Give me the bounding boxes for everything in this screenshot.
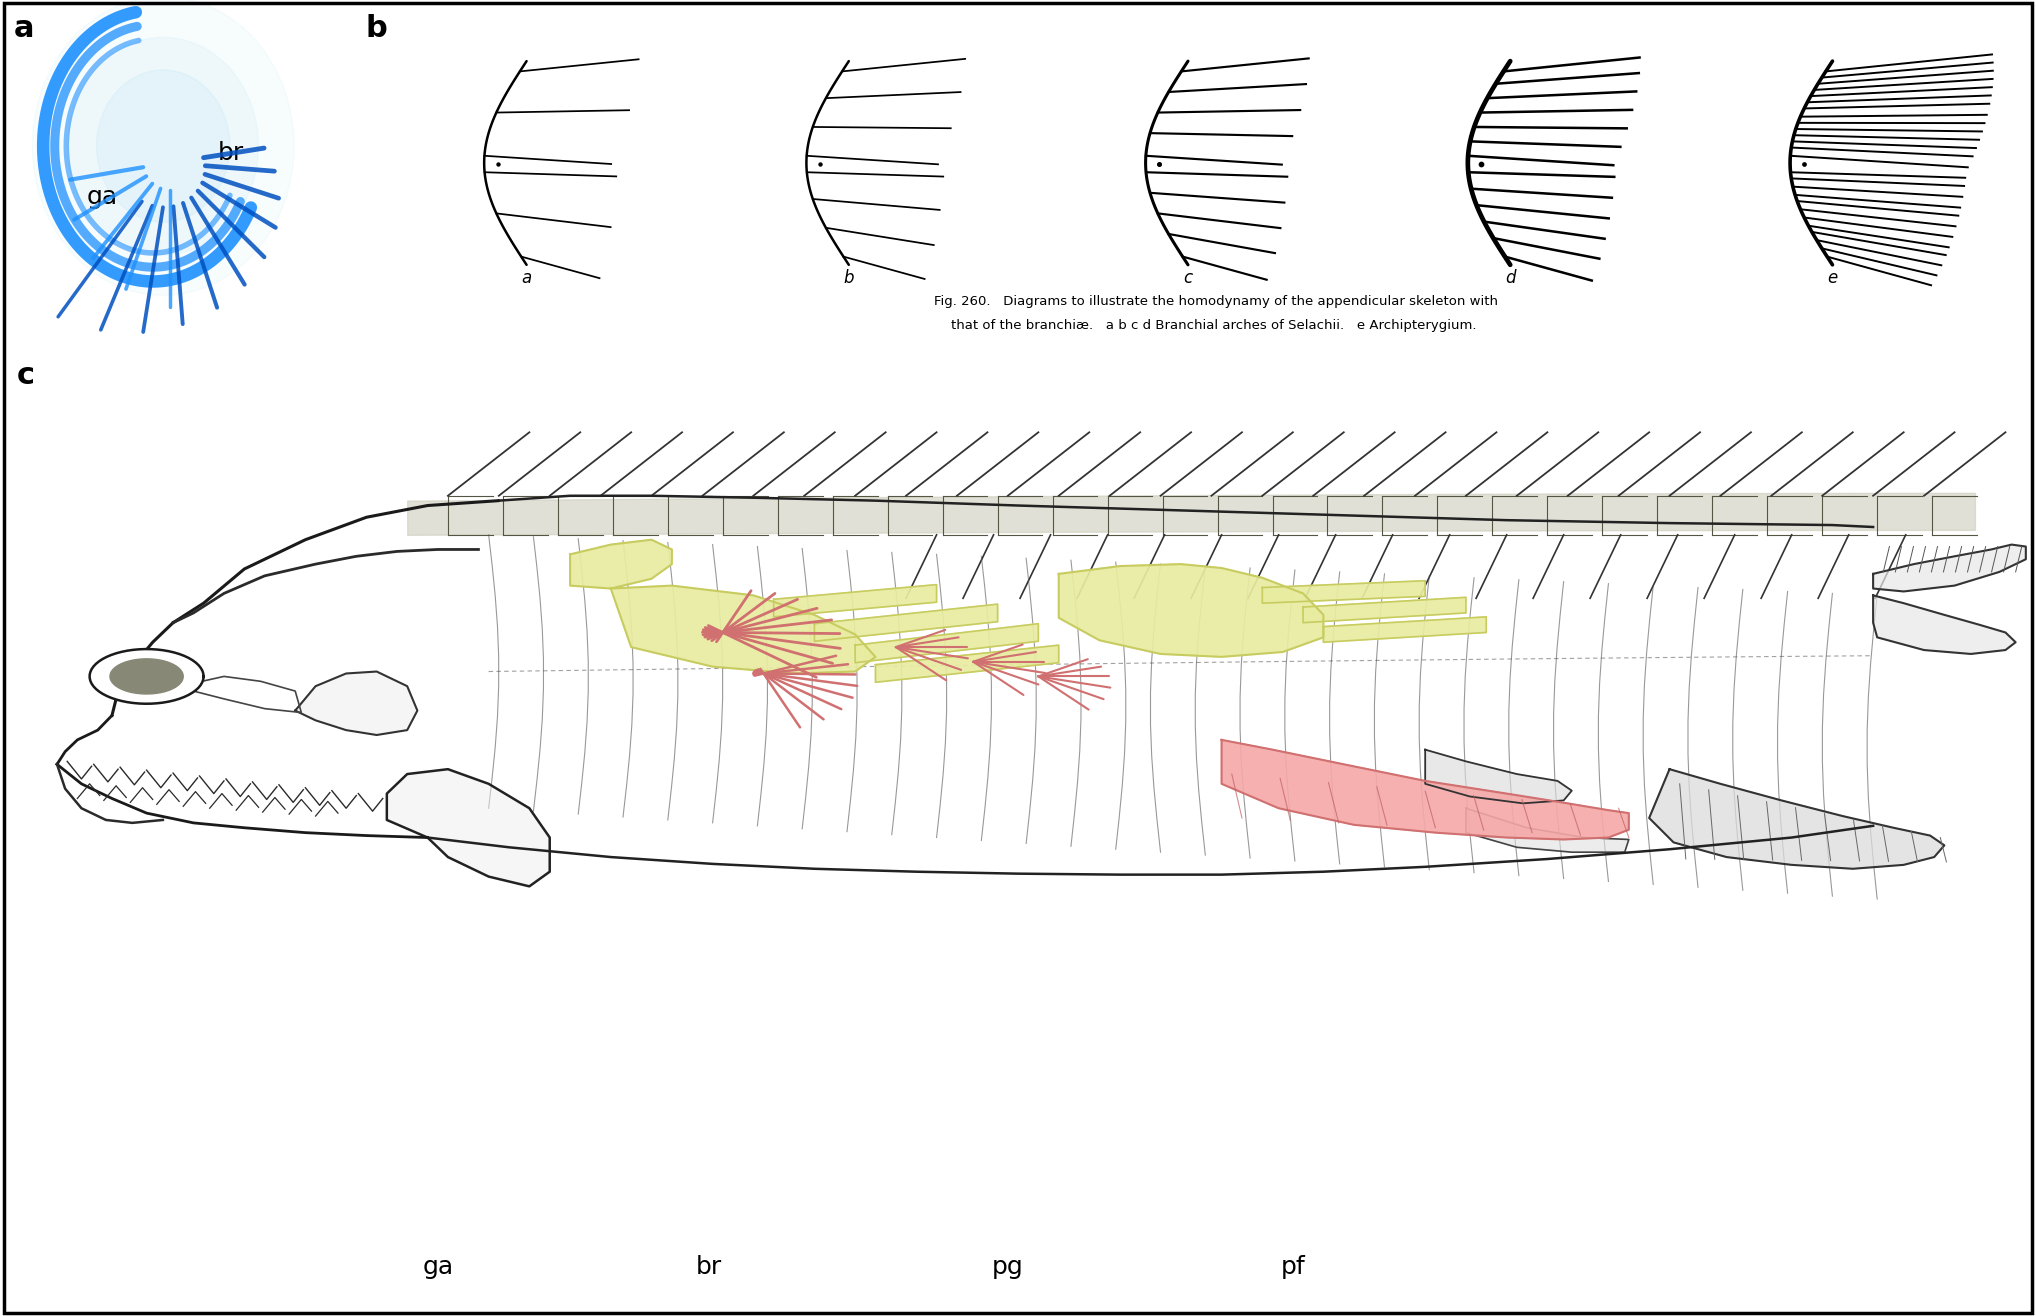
Text: that of the branchiæ.   a b c d Branchial arches of Selachii.   e Archipterygium: that of the branchiæ. a b c d Branchial … <box>935 320 1476 332</box>
Polygon shape <box>814 604 998 641</box>
Polygon shape <box>611 586 875 674</box>
Text: pf: pf <box>1281 1255 1305 1279</box>
Text: ga: ga <box>86 186 118 209</box>
Text: ga: ga <box>421 1255 454 1279</box>
Text: br: br <box>696 1255 721 1279</box>
Text: c: c <box>16 361 35 390</box>
Polygon shape <box>855 624 1038 663</box>
Polygon shape <box>1873 595 2016 654</box>
Polygon shape <box>1873 545 2026 591</box>
Ellipse shape <box>96 70 230 222</box>
Ellipse shape <box>33 0 293 295</box>
Polygon shape <box>1262 580 1425 603</box>
Ellipse shape <box>67 37 259 255</box>
Polygon shape <box>1425 750 1572 803</box>
Polygon shape <box>875 645 1059 682</box>
Polygon shape <box>1222 740 1629 840</box>
Polygon shape <box>90 649 204 704</box>
Polygon shape <box>774 584 937 617</box>
Polygon shape <box>1059 565 1323 657</box>
Text: a: a <box>14 13 35 42</box>
Polygon shape <box>295 671 417 736</box>
Polygon shape <box>1323 617 1486 642</box>
Text: c: c <box>1183 270 1193 287</box>
Text: e: e <box>1828 270 1839 287</box>
Text: a: a <box>521 270 531 287</box>
Polygon shape <box>1649 769 1944 869</box>
Text: d: d <box>1505 270 1515 287</box>
Polygon shape <box>570 540 672 588</box>
Polygon shape <box>110 659 183 694</box>
Polygon shape <box>1466 808 1629 853</box>
Polygon shape <box>1303 597 1466 622</box>
Text: br: br <box>218 141 244 164</box>
Polygon shape <box>126 667 167 686</box>
Text: b: b <box>364 13 387 42</box>
Polygon shape <box>387 769 550 887</box>
Text: b: b <box>843 270 853 287</box>
Text: pg: pg <box>992 1255 1024 1279</box>
Text: Fig. 260.   Diagrams to illustrate the homodynamy of the appendicular skeleton w: Fig. 260. Diagrams to illustrate the hom… <box>935 295 1498 308</box>
